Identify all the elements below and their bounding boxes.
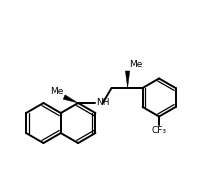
Polygon shape [63,95,78,103]
Text: NH: NH [96,98,110,107]
Polygon shape [125,71,130,88]
Text: CF₃: CF₃ [152,126,167,135]
Text: Me: Me [50,87,64,96]
Text: Me: Me [129,60,142,69]
